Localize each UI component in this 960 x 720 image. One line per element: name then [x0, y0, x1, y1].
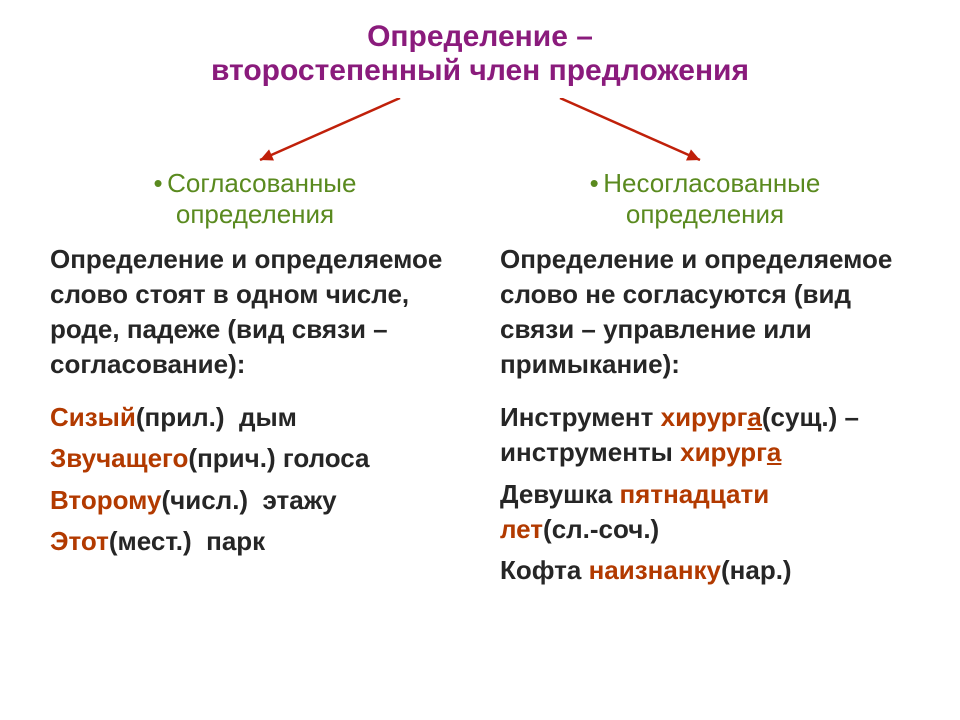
left-heading-line1: Согласованные — [167, 168, 356, 198]
ex1-hl1a: хирург — [661, 402, 748, 432]
example-note: (прич.) — [188, 443, 275, 473]
left-subheading: • Согласованные определения — [50, 168, 460, 230]
example-rest: голоса — [276, 443, 370, 473]
left-example-line: Этот(мест.) парк — [50, 524, 460, 559]
left-heading-line2: определения — [176, 199, 334, 229]
ex3-hl: наизнанку — [589, 555, 721, 585]
ex2-pre: Девушка — [500, 479, 619, 509]
title-line-1: Определение – — [0, 20, 960, 54]
ex1-hl1u: а — [747, 402, 761, 432]
right-heading-line1: Несогласованные — [603, 168, 820, 198]
example-note: (мест.) — [109, 526, 192, 556]
ex2-hl-line1: пятнадцати — [619, 479, 769, 509]
right-example-1: Инструмент хирурга(сущ.) – инструменты х… — [500, 400, 910, 470]
title-line-2: второстепенный член предложения — [0, 54, 960, 88]
bullet-icon: • — [154, 168, 163, 198]
ex1-note: (сущ.) — [762, 402, 837, 432]
left-description: Определение и определяемое слово стоят в… — [50, 242, 460, 382]
example-note: (числ.) — [161, 485, 248, 515]
ex1-pre: Инструмент — [500, 402, 661, 432]
example-highlight: Второму — [50, 485, 161, 515]
left-column: • Согласованные определения Определение … — [50, 168, 460, 594]
left-examples: Сизый(прил.) дым Звучащего(прич.) голоса В… — [50, 400, 460, 558]
ex2-hl-line2: лет — [500, 514, 543, 544]
example-rest: парк — [192, 526, 266, 556]
example-note: (прил.) — [136, 402, 225, 432]
bullet-icon: • — [590, 168, 599, 198]
ex2-note: (сл.-соч.) — [543, 514, 659, 544]
left-example-line: Сизый(прил.) дым — [50, 400, 460, 435]
left-example-line: Второму(числ.) этажу — [50, 483, 460, 518]
right-heading-line2: определения — [626, 199, 784, 229]
right-description: Определение и определяемое слово не согл… — [500, 242, 910, 382]
ex1-hl2u: а — [767, 437, 781, 467]
ex1-hl2a: хирург — [680, 437, 767, 467]
branch-arrows-icon — [0, 98, 960, 168]
example-rest: этажу — [248, 485, 337, 515]
arrows-container — [0, 98, 960, 168]
example-highlight: Звучащего — [50, 443, 188, 473]
right-example-2: Девушка пятнадцати лет(сл.-соч.) — [500, 477, 910, 547]
example-highlight: Сизый — [50, 402, 136, 432]
ex3-note: (нар.) — [721, 555, 792, 585]
right-column: • Несогласованные определения Определени… — [500, 168, 910, 594]
example-rest: дым — [225, 402, 297, 432]
ex3-pre: Кофта — [500, 555, 589, 585]
columns: • Согласованные определения Определение … — [0, 168, 960, 594]
right-example-3: Кофта наизнанку(нар.) — [500, 553, 910, 588]
example-highlight: Этот — [50, 526, 109, 556]
right-subheading: • Несогласованные определения — [500, 168, 910, 230]
left-example-line: Звучащего(прич.) голоса — [50, 441, 460, 476]
page-title: Определение – второстепенный член предло… — [0, 0, 960, 98]
